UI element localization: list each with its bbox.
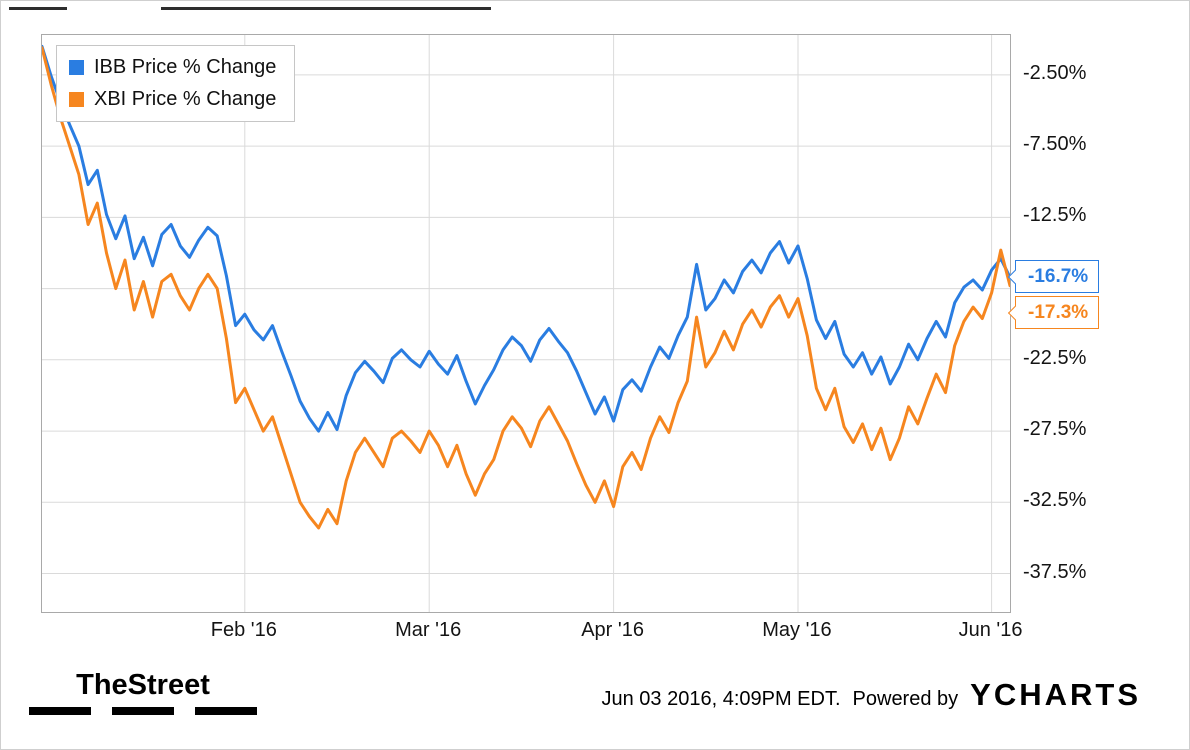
ibb-series-swatch-icon <box>69 60 84 75</box>
y-axis-label: -37.5% <box>1023 560 1087 583</box>
y-axis-label: -12.5% <box>1023 204 1087 227</box>
chart-attribution: Jun 03 2016, 4:09PM EDT. Powered by YCHA… <box>601 677 1141 713</box>
xbi-last-value-callout: -17.3% <box>1015 296 1100 330</box>
x-axis-label: Apr '16 <box>581 619 644 641</box>
y-axis-label: -2.50% <box>1023 61 1087 84</box>
ibb-last-value-callout: -16.7% <box>1015 260 1100 294</box>
y-axis-label: -32.5% <box>1023 489 1087 512</box>
thestreet-logo: TheStreet <box>27 669 259 715</box>
powered-by-label: Powered by <box>852 688 959 710</box>
thestreet-logo-bar <box>195 707 257 715</box>
thestreet-logo-bar <box>112 707 174 715</box>
chart-legend: IBB Price % Change XBI Price % Change <box>56 45 296 122</box>
legend-label-ibb: IBB Price % Change <box>94 56 277 78</box>
y-axis-label: -27.5% <box>1023 418 1087 441</box>
xbi-series-swatch-icon <box>69 92 84 107</box>
cropped-link-underline-short <box>9 7 67 10</box>
thestreet-logo-bar <box>29 707 91 715</box>
plot-area <box>41 34 1011 613</box>
x-axis-label: Jun '16 <box>958 619 1023 641</box>
thestreet-wordmark: TheStreet <box>76 669 210 701</box>
x-axis-label: Mar '16 <box>395 619 462 641</box>
cropped-link-underline-long <box>161 7 491 10</box>
legend-item-ibb: IBB Price % Change <box>69 56 276 79</box>
legend-label-xbi: XBI Price % Change <box>94 88 277 110</box>
x-axis-label: Feb '16 <box>210 619 277 641</box>
thestreet-logo-bars <box>27 707 259 715</box>
ycharts-logo: YCHARTS <box>970 677 1141 712</box>
price-change-line-chart <box>42 35 1010 612</box>
chart-timestamp: Jun 03 2016, 4:09PM EDT. <box>601 688 841 710</box>
series-line <box>42 44 1010 433</box>
y-axis-label: -7.50% <box>1023 133 1087 156</box>
legend-item-xbi: XBI Price % Change <box>69 88 276 111</box>
x-axis-label: May '16 <box>762 619 832 641</box>
series-line <box>42 46 1010 530</box>
y-axis-label: -22.5% <box>1023 346 1087 369</box>
